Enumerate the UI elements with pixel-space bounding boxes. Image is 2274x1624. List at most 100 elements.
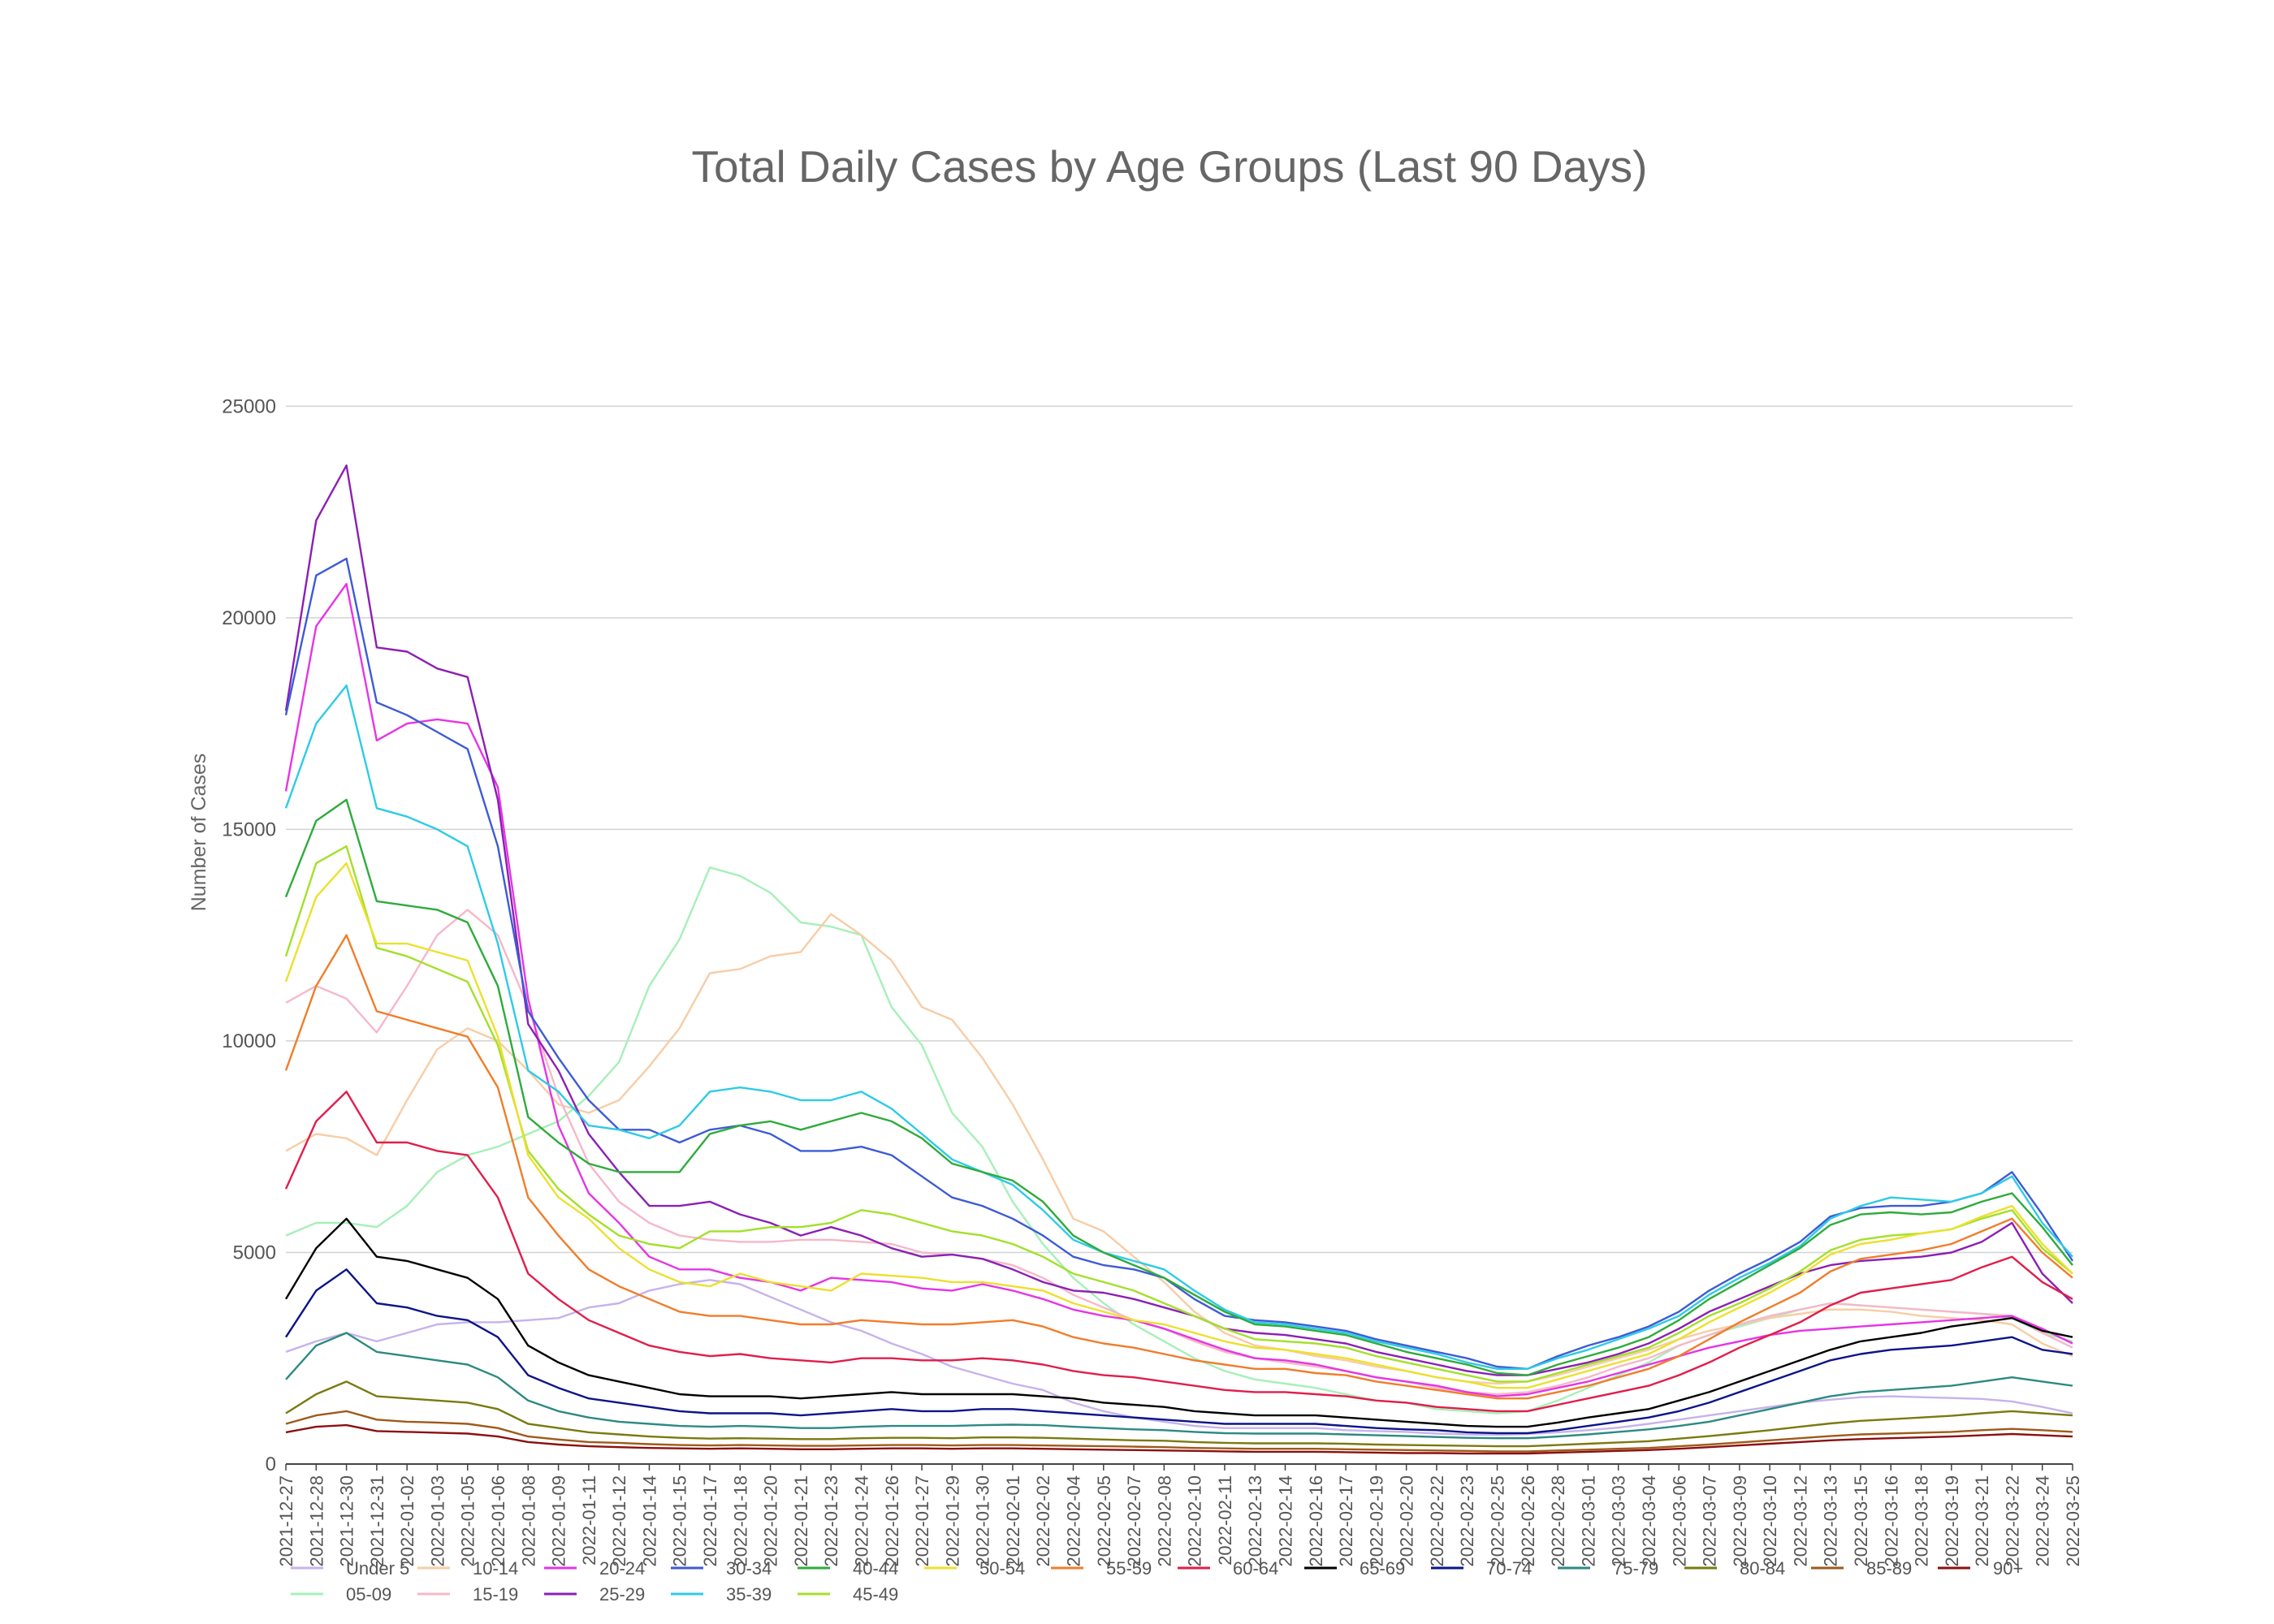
x-tick-label: 2022-02-08 <box>1154 1475 1174 1567</box>
x-tick-label: 2021-12-31 <box>367 1475 387 1567</box>
legend-item[interactable]: 80-84 <box>1684 1558 1785 1579</box>
y-tick-label: 20000 <box>222 607 276 629</box>
legend-label: Under 5 <box>346 1558 409 1579</box>
x-tick-label: 2022-01-09 <box>549 1475 569 1567</box>
legend-label: 40-44 <box>853 1558 898 1579</box>
x-tick-label: 2022-03-01 <box>1578 1475 1598 1567</box>
x-tick-label: 2022-03-25 <box>2063 1475 2083 1567</box>
x-tick-label: 2022-01-20 <box>761 1475 781 1567</box>
legend-item[interactable]: 10-14 <box>417 1558 518 1579</box>
x-tick-label: 2021-12-27 <box>276 1475 296 1567</box>
x-tick-label: 2022-03-03 <box>1609 1475 1629 1567</box>
legend-label: 55-59 <box>1106 1558 1152 1579</box>
legend-item[interactable]: 65-69 <box>1304 1558 1405 1579</box>
legend[interactable]: Under 5 10-14 20-24 30-34 40-44 50-54 55-59 60-… <box>291 1558 2023 1605</box>
x-tick-label: 2022-03-04 <box>1639 1475 1659 1567</box>
series-line-35-39 <box>284 685 2073 1371</box>
legend-item[interactable]: 50-54 <box>924 1558 1025 1579</box>
x-tick-label: 2022-03-15 <box>1851 1475 1871 1567</box>
series-line-90- <box>285 1423 2073 1455</box>
x-tick-label: 2022-03-07 <box>1700 1475 1720 1567</box>
series-line-under-5 <box>285 1279 2073 1436</box>
series-line-70-74 <box>284 1268 2073 1435</box>
legend-item[interactable]: 90+ <box>1938 1558 2023 1579</box>
x-tick-label: 2022-02-23 <box>1457 1475 1477 1567</box>
series-lines <box>284 464 2074 1455</box>
x-tick-label: 2022-01-26 <box>882 1475 902 1567</box>
x-tick-label: 2021-12-28 <box>306 1475 326 1567</box>
legend-item[interactable]: 20-24 <box>544 1558 645 1579</box>
legend-item[interactable]: 75-79 <box>1558 1558 1658 1579</box>
x-tick-label: 2022-02-01 <box>1003 1475 1023 1567</box>
legend-label: 45-49 <box>853 1584 898 1605</box>
x-tick-label: 2022-02-26 <box>1518 1475 1538 1567</box>
x-tick-label: 2022-02-10 <box>1185 1475 1205 1567</box>
x-tick-label: 2022-03-10 <box>1760 1475 1780 1567</box>
legend-label: 80-84 <box>1740 1558 1785 1579</box>
x-tick-label: 2022-02-17 <box>1336 1475 1356 1567</box>
series-line-15-19 <box>285 909 2073 1396</box>
legend-label: 60-64 <box>1233 1558 1278 1579</box>
y-axis-ticks: 0 5000 10000 15000 20000 25000 <box>222 395 276 1475</box>
x-tick-label: 2022-01-05 <box>458 1475 478 1567</box>
legend-label: 75-79 <box>1613 1558 1658 1579</box>
x-tick-label: 2022-02-07 <box>1124 1475 1144 1567</box>
x-tick-label: 2022-02-22 <box>1427 1475 1447 1567</box>
x-tick-label: 2022-03-21 <box>1972 1475 1992 1567</box>
series-line-80-84 <box>285 1380 2073 1448</box>
x-tick-label: 2022-01-11 <box>579 1475 599 1566</box>
x-tick-label: 2022-01-14 <box>639 1475 659 1567</box>
series-line-60-64 <box>284 1091 2073 1413</box>
x-tick-label: 2022-01-29 <box>942 1475 962 1567</box>
x-tick-label: 2022-01-17 <box>700 1475 720 1567</box>
legend-label: 05-09 <box>346 1584 391 1605</box>
legend-label: 25-29 <box>599 1584 645 1605</box>
legend-item[interactable]: 70-74 <box>1431 1558 1532 1579</box>
legend-item[interactable]: 05-09 <box>291 1584 391 1605</box>
x-tick-label: 2022-03-22 <box>2002 1475 2022 1567</box>
series-line-50-54 <box>284 862 2073 1389</box>
series-line-20-24 <box>284 582 2073 1397</box>
x-tick-label: 2022-01-18 <box>730 1475 750 1567</box>
legend-item[interactable]: 25-29 <box>544 1584 645 1605</box>
legend-item[interactable]: 40-44 <box>798 1558 898 1579</box>
legend-item[interactable]: 60-64 <box>1178 1558 1278 1579</box>
x-tick-label: 2022-03-13 <box>1821 1475 1841 1567</box>
legend-item[interactable]: 55-59 <box>1051 1558 1152 1579</box>
x-tick-label: 2022-01-30 <box>973 1475 993 1567</box>
legend-label: 70-74 <box>1486 1558 1532 1579</box>
x-tick-label: 2021-12-30 <box>337 1475 357 1567</box>
legend-label: 30-34 <box>726 1558 772 1579</box>
x-tick-label: 2022-03-09 <box>1730 1475 1750 1567</box>
legend-label: 20-24 <box>599 1558 645 1579</box>
series-line-65-69 <box>284 1217 2073 1428</box>
legend-label: 10-14 <box>473 1558 518 1579</box>
legend-item[interactable]: 15-19 <box>417 1584 518 1605</box>
legend-label: 90+ <box>1993 1558 2023 1579</box>
y-tick-label: 10000 <box>222 1030 276 1052</box>
legend-item[interactable]: 35-39 <box>671 1584 772 1605</box>
x-tick-label: 2022-03-06 <box>1669 1475 1689 1567</box>
x-tick-label: 2022-01-12 <box>609 1475 629 1567</box>
series-line-30-34 <box>284 557 2074 1371</box>
series-line-55-59 <box>284 934 2073 1400</box>
legend-item[interactable]: 30-34 <box>671 1558 772 1579</box>
x-tick-label: 2022-01-21 <box>791 1475 811 1567</box>
x-tick-label: 2022-01-27 <box>912 1475 932 1567</box>
x-tick-label: 2022-02-14 <box>1276 1475 1296 1567</box>
x-axis-ticks: 2021-12-27 2021-12-28 2021-12-30 2021-12-31… <box>276 1464 2083 1567</box>
x-tick-label: 2022-01-02 <box>397 1475 417 1567</box>
x-tick-label: 2022-03-16 <box>1881 1475 1901 1567</box>
grid-lines <box>286 405 2073 1254</box>
series-line-40-44 <box>284 798 2073 1376</box>
x-tick-label: 2022-01-06 <box>488 1475 508 1567</box>
legend-label: 65-69 <box>1360 1558 1405 1579</box>
legend-item[interactable]: Under 5 <box>291 1558 409 1579</box>
legend-item[interactable]: 85-89 <box>1811 1558 1912 1579</box>
x-tick-label: 2022-02-25 <box>1488 1475 1508 1567</box>
legend-item[interactable]: 45-49 <box>798 1584 898 1605</box>
x-tick-label: 2022-02-11 <box>1215 1475 1235 1566</box>
series-line-25-29 <box>284 464 2073 1376</box>
legend-label: 85-89 <box>1866 1558 1912 1579</box>
